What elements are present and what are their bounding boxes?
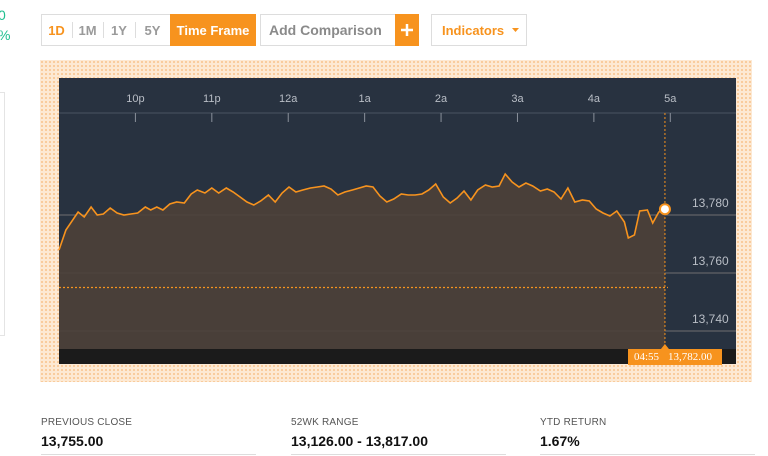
edge-text: % (0, 27, 10, 43)
add-button[interactable] (395, 14, 419, 46)
rule (41, 454, 256, 455)
cursor-price: 13,782.00 (668, 351, 713, 363)
indicators-button[interactable]: Indicators (431, 14, 527, 46)
range-button[interactable]: 1M (78, 22, 97, 38)
area (59, 174, 665, 349)
x-tick-label: 2a (435, 93, 448, 105)
rule (540, 454, 755, 455)
indicators-label: Indicators (442, 22, 505, 38)
stat-label: 52WK RANGE (291, 417, 359, 428)
stat-label: PREVIOUS CLOSE (41, 417, 133, 428)
x-tick-label: 4a (588, 93, 601, 105)
stat-value: 1.67% (540, 433, 580, 449)
y-tick-label: 13,740 (692, 312, 729, 326)
y-tick-label: 13,780 (692, 196, 729, 210)
x-tick-label: 5a (664, 93, 677, 105)
stat-value: 13,755.00 (41, 433, 104, 449)
divider (135, 22, 136, 38)
plus-icon (401, 24, 413, 36)
cursor-pointer (660, 344, 669, 349)
range-button[interactable]: 1D (48, 22, 65, 38)
cursor-time: 04:55 (634, 351, 660, 363)
side-panel (0, 92, 5, 336)
rule (291, 454, 506, 455)
range-button[interactable]: 5Y (144, 22, 161, 38)
divider (103, 22, 104, 38)
range-button[interactable]: 1Y (111, 22, 127, 38)
divider (72, 22, 73, 38)
x-tick-label: 12a (279, 93, 298, 105)
cursor-box (628, 349, 722, 365)
stat-label: YTD RETURN (540, 417, 607, 428)
edge-text: 0 (0, 7, 6, 23)
x-tick-label: 1a (359, 93, 372, 105)
x-tick-label: 10p (126, 93, 144, 105)
price-line (58, 172, 666, 251)
y-tick-label: 13,760 (692, 254, 729, 268)
x-tick-label: 11p (203, 93, 221, 105)
stat-value: 13,126.00 - 13,817.00 (291, 433, 429, 449)
dropdown-arrow (512, 28, 520, 32)
time-bar (59, 349, 736, 364)
current-point (658, 203, 671, 216)
time-frame-button[interactable]: Time Frame (170, 14, 256, 46)
x-tick-label: 3a (511, 93, 524, 105)
